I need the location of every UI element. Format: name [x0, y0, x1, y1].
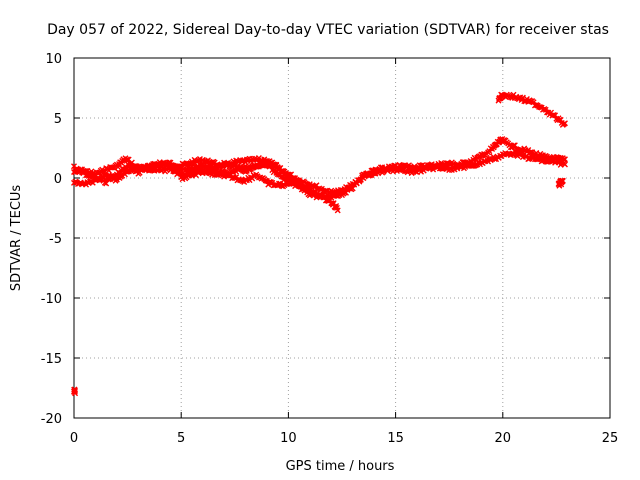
data-point: [561, 120, 568, 127]
series-track-b: [71, 148, 568, 201]
grid-lines: [74, 58, 610, 418]
series-track-e: [495, 91, 568, 128]
data-point: [230, 160, 237, 167]
series-outlier-early: [71, 386, 79, 397]
x-tick-label: 0: [70, 431, 78, 446]
y-tick-label: 10: [45, 52, 62, 67]
data-point: [511, 148, 518, 155]
data-point: [519, 94, 526, 101]
series-track-d: [178, 166, 303, 190]
x-tick-label: 20: [495, 431, 512, 446]
data-point: [561, 161, 568, 168]
data-point: [511, 142, 518, 149]
x-tick-label: 10: [280, 431, 297, 446]
data-point: [72, 390, 79, 397]
data-point: [81, 168, 88, 175]
y-tick-label: -20: [41, 412, 62, 427]
data-point: [124, 156, 131, 163]
series-track-c: [71, 159, 341, 214]
data-point: [559, 177, 566, 184]
y-axis-label: SDTVAR / TECUs: [9, 185, 24, 292]
x-tick-label: 25: [602, 431, 619, 446]
data-point: [296, 178, 303, 185]
y-tick-label: -15: [41, 352, 62, 367]
data-point: [349, 185, 356, 192]
data-point: [312, 188, 319, 195]
y-tick-label: 0: [54, 172, 62, 187]
series-outlier-late: [555, 177, 566, 189]
chart-title: Day 057 of 2022, Sidereal Day-to-day VTE…: [47, 22, 609, 38]
x-axis-label: GPS time / hours: [286, 459, 395, 474]
data-point: [341, 189, 348, 196]
data-point: [103, 180, 110, 187]
data-point: [77, 166, 84, 173]
data-point: [205, 157, 211, 164]
data-series: [71, 91, 568, 397]
x-tick-label: 5: [177, 431, 185, 446]
data-point: [334, 207, 341, 214]
y-tick-label: -5: [49, 232, 62, 247]
y-tick-label: -10: [41, 292, 62, 307]
data-point: [356, 177, 363, 184]
y-tick-label: 5: [54, 112, 62, 127]
axis-ticks: 0 5 10 15 20 25 10 5 0 -5 -10 -15 -20: [41, 52, 619, 446]
x-tick-label: 15: [387, 431, 404, 446]
